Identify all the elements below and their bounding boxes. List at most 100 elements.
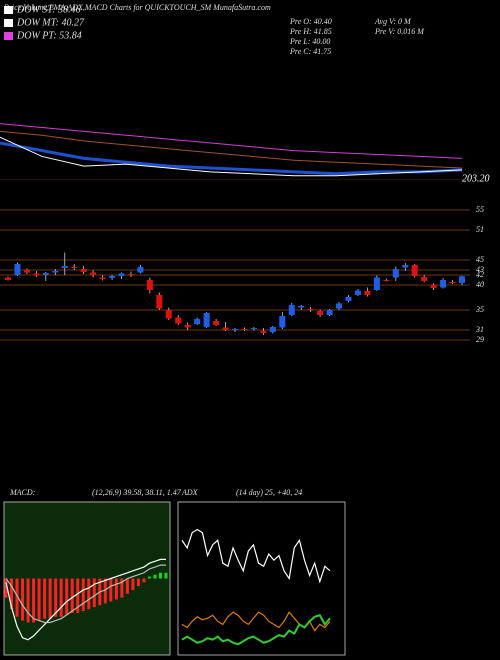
histogram-bar	[136, 578, 140, 587]
candle-body	[14, 264, 21, 275]
chart-title: Price,Volume,EMA,ADX,MACD Charts for QUI…	[3, 3, 271, 12]
candle-body	[449, 282, 456, 283]
histogram-bar	[87, 578, 91, 610]
histogram-bar	[153, 574, 157, 579]
candle-body	[184, 325, 191, 328]
y-tick-label: 43	[476, 265, 484, 274]
candle-body	[317, 311, 324, 315]
adx-label: ADX	[181, 488, 199, 497]
y-tick-label: 51	[476, 225, 484, 234]
candle-body	[118, 273, 125, 276]
ema-line	[0, 141, 463, 176]
candle-body	[392, 269, 399, 278]
histogram-bar	[48, 578, 52, 619]
candle-body	[71, 267, 78, 268]
y-tick-label: 40	[476, 280, 484, 289]
ema-line	[0, 123, 463, 159]
candle-body	[127, 274, 134, 275]
candle-body	[241, 329, 248, 330]
candle-body	[203, 313, 210, 327]
candle-body	[288, 305, 295, 315]
histogram-bar	[59, 578, 63, 617]
candle-body	[307, 309, 314, 310]
stat: Pre C: 41.75	[289, 47, 331, 56]
candle-body	[260, 331, 267, 333]
stat: Avg V: 0 M	[374, 17, 412, 26]
histogram-bar	[142, 578, 146, 583]
histogram-bar	[103, 578, 107, 604]
candle-body	[364, 291, 371, 295]
candle-body	[213, 321, 220, 325]
candle-body	[354, 290, 361, 295]
candle-body	[175, 317, 182, 324]
adx-title: (14 day) 25, +40, 24	[236, 488, 302, 497]
legend-text: DOW PT: 53.84	[16, 30, 82, 41]
candle-body	[411, 265, 418, 276]
stat: Pre L: 40.00	[289, 37, 330, 46]
histogram-bar	[65, 578, 69, 615]
histogram-bar	[21, 578, 25, 621]
ema-line	[0, 136, 463, 177]
histogram-bar	[125, 578, 129, 594]
candle-body	[459, 276, 465, 283]
candle-body	[52, 271, 59, 273]
candle-body	[146, 280, 153, 290]
histogram-bar	[15, 578, 19, 617]
histogram-bar	[92, 578, 96, 608]
candle-body	[421, 277, 428, 281]
histogram-bar	[37, 578, 41, 621]
y-tick-label: 203.20	[462, 173, 490, 184]
candle-body	[61, 266, 68, 268]
candle-body	[137, 267, 144, 273]
histogram-bar	[147, 576, 151, 579]
macd-label: MACD:	[9, 488, 36, 497]
candle-body	[33, 273, 40, 276]
histogram-bar	[81, 578, 85, 612]
histogram-bar	[114, 578, 118, 600]
y-tick-label: 31	[475, 325, 484, 334]
candle-body	[23, 270, 30, 273]
candle-body	[222, 327, 229, 330]
candle-body	[99, 277, 106, 279]
candle-body	[90, 272, 97, 275]
candle-body	[194, 319, 201, 324]
histogram-bar	[54, 578, 58, 617]
legend-text: DOW MT: 40.27	[16, 17, 85, 28]
candle-body	[269, 327, 276, 332]
candle-body	[345, 297, 352, 301]
histogram-bar	[70, 578, 74, 613]
candle-body	[336, 303, 343, 309]
candle-body	[250, 328, 257, 329]
adx-line	[181, 528, 331, 584]
candle-body	[402, 265, 409, 268]
y-tick-label: 42	[476, 270, 484, 279]
legend-text: DOW ST: 38.46	[16, 4, 81, 15]
histogram-bar	[26, 578, 30, 623]
candle-body	[279, 316, 286, 328]
histogram-bar	[109, 578, 113, 602]
histogram-bar	[131, 578, 135, 590]
candle-body	[326, 310, 333, 315]
stat: Pre V: 0.016 M	[374, 27, 425, 36]
candle-body	[383, 280, 390, 281]
candle-body	[440, 280, 447, 288]
adx-line	[181, 614, 331, 646]
candle-body	[373, 277, 380, 290]
macd-panel	[3, 501, 171, 656]
histogram-bar	[164, 572, 168, 579]
legend-swatch	[4, 6, 13, 14]
candle-body	[165, 310, 172, 319]
histogram-bar	[4, 578, 8, 598]
macd-line	[5, 564, 166, 624]
ema-line	[0, 130, 463, 169]
histogram-bar	[158, 572, 162, 579]
candle-body	[232, 329, 238, 330]
histogram-bar	[43, 578, 47, 619]
y-tick-label: 35	[475, 305, 484, 314]
legend-swatch	[4, 19, 13, 27]
candle-body	[298, 306, 305, 308]
candle-body	[5, 277, 11, 280]
y-tick-label: 45	[476, 255, 484, 264]
